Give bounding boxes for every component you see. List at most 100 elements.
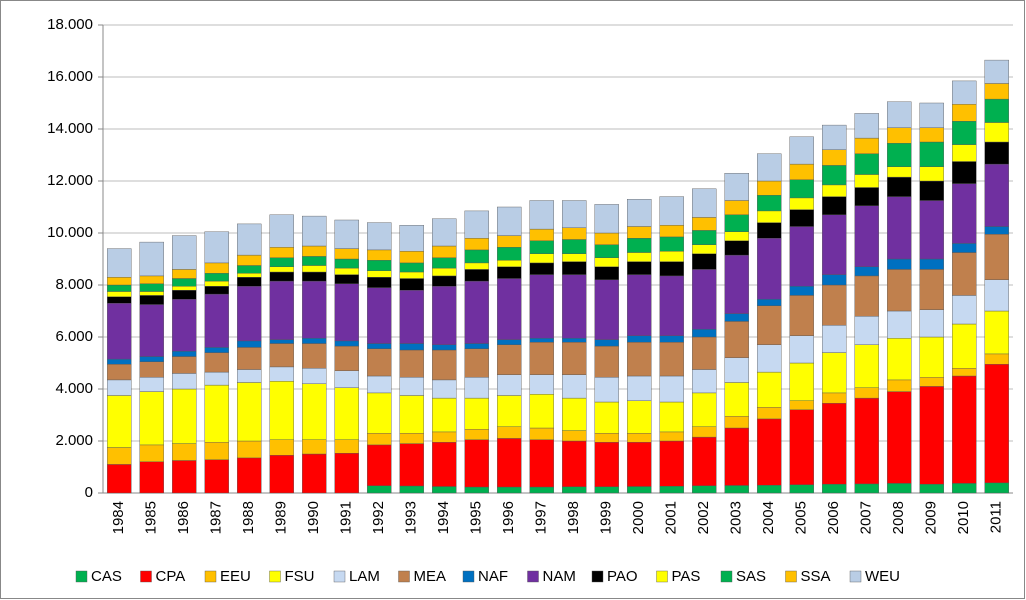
bar-segment bbox=[627, 442, 652, 487]
bar-segment bbox=[854, 344, 879, 388]
bar-segment bbox=[107, 364, 132, 381]
bar-segment bbox=[887, 379, 912, 392]
bar-segment bbox=[724, 416, 749, 429]
bar-segment bbox=[399, 224, 424, 252]
bar-segment bbox=[724, 214, 749, 232]
bar-segment bbox=[334, 219, 359, 249]
legend-swatch bbox=[591, 570, 604, 583]
legend-swatch bbox=[204, 570, 217, 583]
legend-label: MEA bbox=[414, 568, 447, 585]
bar-segment bbox=[627, 237, 652, 253]
bar-segment bbox=[367, 287, 392, 344]
bar-segment bbox=[562, 338, 587, 343]
bar-segment bbox=[854, 137, 879, 154]
bar-segment bbox=[919, 200, 944, 260]
bar-segment bbox=[562, 440, 587, 487]
bar-segment bbox=[529, 342, 554, 375]
bar-segment bbox=[464, 210, 489, 239]
x-tick-label: 1993 bbox=[403, 501, 420, 534]
bar-segment bbox=[822, 284, 847, 326]
x-tick-label: 1988 bbox=[240, 501, 257, 534]
bar-segment bbox=[692, 188, 717, 218]
bar-segment bbox=[432, 344, 457, 351]
bar-segment bbox=[692, 244, 717, 254]
bar-segment bbox=[302, 271, 327, 282]
bar-segment bbox=[854, 153, 879, 175]
legend-label: NAM bbox=[543, 568, 576, 585]
bar-segment bbox=[107, 447, 132, 465]
legend-label: PAS bbox=[672, 568, 701, 585]
bar-segment bbox=[269, 381, 294, 440]
bar-segment bbox=[302, 368, 327, 385]
bar-segment bbox=[757, 180, 782, 196]
bar-segment bbox=[919, 141, 944, 167]
bar-segment bbox=[529, 240, 554, 255]
bar-segment bbox=[334, 258, 359, 269]
bar-segment bbox=[172, 460, 197, 494]
bar-segment bbox=[172, 278, 197, 287]
bar-segment bbox=[789, 179, 814, 199]
bar-segment bbox=[302, 215, 327, 247]
bar-segment bbox=[692, 336, 717, 370]
bar-segment bbox=[594, 442, 619, 487]
bar-segment bbox=[367, 260, 392, 271]
bar-segment bbox=[432, 431, 457, 443]
bar-segment bbox=[822, 214, 847, 275]
bar-segment bbox=[529, 394, 554, 429]
x-tick-label: 2007 bbox=[858, 501, 875, 534]
bar-segment bbox=[562, 486, 587, 494]
bar-segment bbox=[854, 205, 879, 267]
bar-segment bbox=[822, 196, 847, 216]
bar-segment bbox=[139, 275, 164, 284]
bar-segment bbox=[692, 217, 717, 231]
bar-segment bbox=[789, 209, 814, 227]
bar-segment bbox=[204, 384, 229, 443]
bar-segment bbox=[822, 274, 847, 286]
bar-segment bbox=[952, 375, 977, 484]
bar-segment bbox=[659, 335, 684, 343]
bar-segment bbox=[659, 275, 684, 336]
bar-segment bbox=[984, 310, 1009, 355]
bar-segment bbox=[757, 210, 782, 223]
legend-swatch bbox=[140, 570, 152, 583]
bar-segment bbox=[594, 433, 619, 443]
bar-segment bbox=[497, 426, 522, 439]
bar-segment bbox=[237, 223, 262, 256]
bar-segment bbox=[139, 391, 164, 446]
bar-segment bbox=[399, 377, 424, 396]
bar-segment bbox=[139, 295, 164, 305]
x-tick-label: 2006 bbox=[825, 501, 842, 534]
bar-segment bbox=[659, 196, 684, 226]
bar-segment bbox=[432, 257, 457, 269]
bar-segment bbox=[172, 290, 197, 300]
bar-segment bbox=[497, 266, 522, 279]
bar-segment bbox=[724, 254, 749, 314]
bar-segment bbox=[172, 299, 197, 352]
bar-segment bbox=[399, 278, 424, 291]
bar-segment bbox=[854, 316, 879, 346]
legend-swatch bbox=[656, 570, 668, 583]
bar-segment bbox=[757, 237, 782, 300]
bar-segment bbox=[822, 124, 847, 150]
bar-segment bbox=[497, 486, 522, 494]
bar-segment bbox=[562, 342, 587, 375]
bar-segment bbox=[952, 80, 977, 105]
bar-segment bbox=[919, 377, 944, 387]
bar-segment bbox=[399, 349, 424, 378]
bar-segment bbox=[659, 431, 684, 442]
legend-swatch bbox=[785, 570, 797, 583]
bar-segment bbox=[887, 127, 912, 144]
bar-segment bbox=[302, 280, 327, 339]
bar-segment bbox=[822, 165, 847, 186]
bar-segment bbox=[757, 371, 782, 408]
y-tick-label: 16.000 bbox=[47, 68, 93, 85]
bar-segment bbox=[562, 274, 587, 339]
bar-segment bbox=[464, 486, 489, 494]
bar-segment bbox=[724, 485, 749, 494]
bar-segment bbox=[529, 439, 554, 488]
bar-segment bbox=[529, 427, 554, 440]
legend-swatch bbox=[849, 570, 862, 583]
x-tick-label: 2003 bbox=[728, 501, 745, 534]
bar-segment bbox=[594, 339, 619, 347]
